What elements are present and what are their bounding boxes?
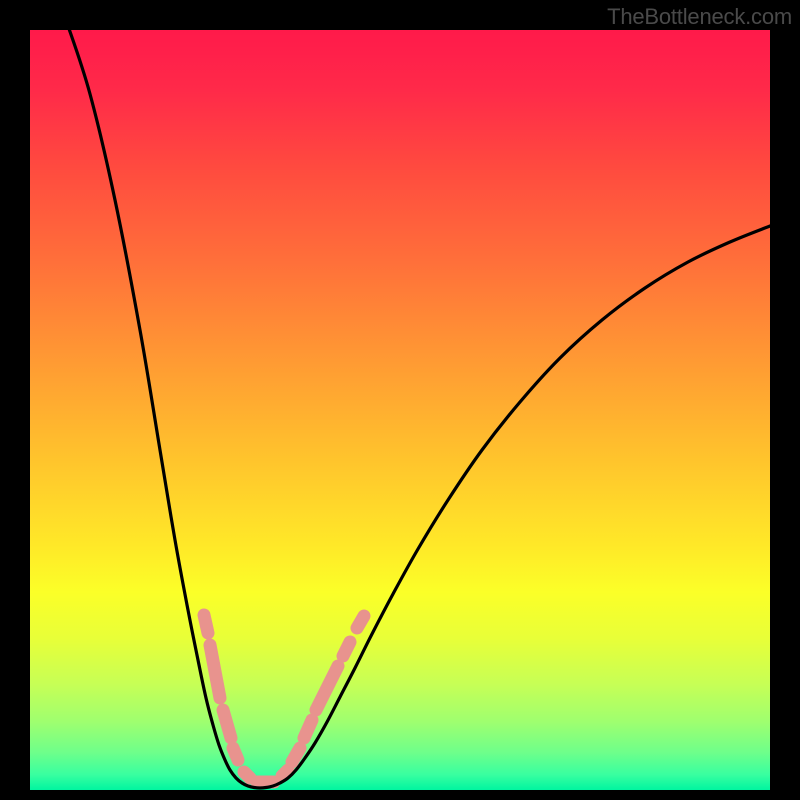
marker-segment xyxy=(292,748,300,762)
watermark-text: TheBottleneck.com xyxy=(607,4,792,30)
marker-segment xyxy=(304,720,312,738)
marker-segment xyxy=(343,642,350,656)
marker-segment xyxy=(282,770,288,776)
marker-segment xyxy=(244,772,250,778)
marker-segment xyxy=(210,645,220,698)
curve-layer xyxy=(30,30,770,790)
marker-segment xyxy=(233,748,238,760)
chart-plot-area xyxy=(30,30,770,790)
marker-segment xyxy=(204,615,208,633)
bottleneck-curve xyxy=(66,30,770,788)
marker-segment xyxy=(316,666,338,710)
marker-segment xyxy=(223,710,231,738)
marker-segment xyxy=(357,616,364,628)
